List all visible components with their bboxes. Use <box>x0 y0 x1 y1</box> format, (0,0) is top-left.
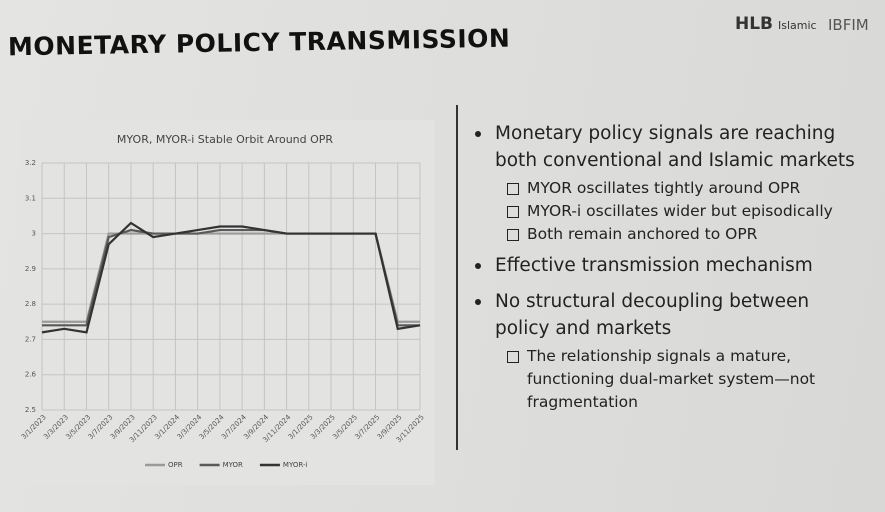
y-tick-label: 2.9 <box>25 265 36 273</box>
logo-hlb: HLB <box>735 14 774 34</box>
y-tick-label: 3.2 <box>25 159 36 167</box>
bullet: Monetary policy signals are reaching bot… <box>475 120 865 246</box>
sub-bullet-text: The relationship signals a mature, funct… <box>527 347 816 411</box>
chart-title: MYOR, MYOR-i Stable Orbit Around OPR <box>117 133 334 146</box>
y-tick-label: 2.6 <box>25 371 37 379</box>
legend-label: OPR <box>168 461 183 469</box>
logo-ibfim: IBFIM <box>828 16 869 34</box>
series-line <box>41 221 421 334</box>
y-tick-label: 2.8 <box>25 300 36 308</box>
legend-label: MYOR-i <box>283 461 308 469</box>
bullet-text: No structural decoupling between policy … <box>475 288 865 342</box>
sub-bullet: MYOR oscillates tightly around OPR <box>475 177 865 200</box>
bullet: Effective transmission mechanism <box>475 252 865 282</box>
sub-bullet-text: Both remain anchored to OPR <box>527 225 758 243</box>
sub-bullet-text: MYOR oscillates tightly around OPR <box>527 179 801 197</box>
legend-label: MYOR <box>223 461 243 469</box>
logo-islamic: Islamic <box>778 19 817 32</box>
chart-area <box>20 120 435 485</box>
sub-bullet: MYOR-i oscillates wider but episodically <box>475 200 865 223</box>
y-tick-label: 3 <box>32 230 36 238</box>
y-tick-label: 2.7 <box>25 335 36 343</box>
y-tick-label: 2.5 <box>25 406 36 414</box>
bullet-text: Effective transmission mechanism <box>475 252 865 279</box>
sub-bullet: Both remain anchored to OPR <box>475 223 865 246</box>
bullet: No structural decoupling between policy … <box>475 288 865 414</box>
sub-bullet: The relationship signals a mature, funct… <box>475 345 865 414</box>
bullet-text: Monetary policy signals are reaching bot… <box>475 120 865 174</box>
y-tick-label: 3.1 <box>25 194 36 202</box>
sub-bullet-text: MYOR-i oscillates wider but episodically <box>527 202 833 220</box>
